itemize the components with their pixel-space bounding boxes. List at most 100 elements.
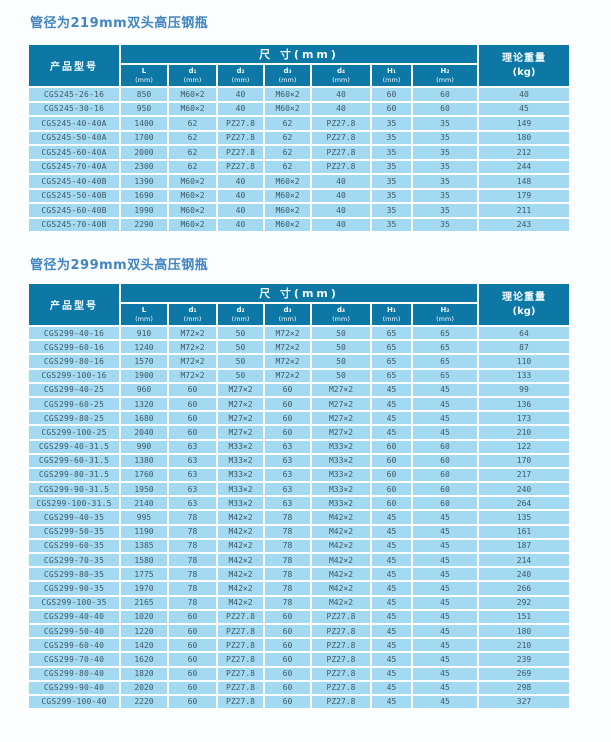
cell-value: 99 bbox=[479, 383, 569, 396]
cell-value: 2300 bbox=[121, 160, 167, 173]
cell-value: 45 bbox=[413, 554, 477, 567]
cell-value: 35 bbox=[372, 131, 411, 144]
cell-value: 1950 bbox=[121, 483, 167, 496]
column-label: d₃ bbox=[283, 306, 292, 314]
cell-model: CGS299-100-40 bbox=[29, 695, 119, 709]
cell-value: 269 bbox=[479, 667, 569, 680]
column-label: L bbox=[141, 67, 147, 75]
cell-value: M42×2 bbox=[218, 568, 263, 581]
cell-value: 239 bbox=[479, 653, 569, 666]
cell-value: M33×2 bbox=[312, 468, 370, 482]
cell-value: 63 bbox=[265, 468, 310, 482]
cell-value: 45 bbox=[372, 539, 411, 552]
column-label: d₂ bbox=[236, 67, 245, 75]
cell-value: 45 bbox=[413, 695, 477, 709]
cell-value: 45 bbox=[413, 582, 477, 595]
column-header-d₁: d₁ (mm) bbox=[169, 65, 216, 86]
cell-value: 212 bbox=[479, 146, 569, 159]
cell-value: M27×2 bbox=[312, 383, 370, 396]
cell-value: 40 bbox=[218, 175, 263, 188]
cell-value: 298 bbox=[479, 681, 569, 694]
table-row: CGS245-26-16 850 M60×2 40 M60×2 40 60 60 40 bbox=[29, 88, 569, 101]
table-row: CGS299-80-25 1680 60 M27×2 60 M27×2 45 45 173 bbox=[29, 412, 569, 425]
cell-value: 45 bbox=[413, 412, 477, 425]
cell-value: 173 bbox=[479, 412, 569, 425]
cell-value: 1970 bbox=[121, 582, 167, 595]
table-row: CGS299-80-40 1820 60 PZ27.8 60 PZ27.8 45 45 269 bbox=[29, 667, 569, 680]
cell-value: M27×2 bbox=[218, 426, 263, 439]
cell-value: 60 bbox=[372, 440, 411, 453]
cell-value: 60 bbox=[265, 681, 310, 694]
cell-value: 62 bbox=[265, 160, 310, 173]
cell-model: CGS245-40-40A bbox=[29, 117, 119, 130]
cell-value: 45 bbox=[372, 596, 411, 609]
column-header-L: L (mm) bbox=[121, 65, 167, 86]
cell-value: 60 bbox=[372, 468, 411, 482]
cell-model: CGS245-60-40A bbox=[29, 146, 119, 159]
cell-value: M42×2 bbox=[312, 525, 370, 538]
cell-value: 35 bbox=[372, 218, 411, 231]
cell-value: M72×2 bbox=[265, 341, 310, 354]
header-row-group: 产品型号尺 寸(mm) 理论重量 (kg) bbox=[29, 45, 569, 86]
column-unit: (mm) bbox=[135, 76, 153, 84]
cell-value: M33×2 bbox=[218, 440, 263, 453]
column-header-size-group: 尺 寸(mm) bbox=[121, 284, 477, 302]
cell-value: M60×2 bbox=[169, 189, 216, 202]
cell-value: M42×2 bbox=[312, 582, 370, 595]
cell-model: CGS299-90-35 bbox=[29, 582, 119, 595]
column-unit: (mm) bbox=[231, 76, 250, 84]
cell-value: 63 bbox=[265, 454, 310, 467]
cell-value: 110 bbox=[479, 355, 569, 368]
column-header-weight: 理论重量 (kg) bbox=[479, 45, 569, 86]
table-row: CGS245-40-40A 1400 62 PZ27.8 62 PZ27.8 35 35 149 bbox=[29, 117, 569, 130]
cell-value: 78 bbox=[265, 582, 310, 595]
column-header-H₁: H₁ (mm) bbox=[372, 65, 411, 86]
cell-value: 60 bbox=[372, 483, 411, 496]
cell-model: CGS299-100-35 bbox=[29, 596, 119, 609]
table-row: CGS299-100-35 2165 78 M42×2 78 M42×2 45 45 292 bbox=[29, 596, 569, 609]
cell-value: 35 bbox=[372, 189, 411, 202]
cell-model: CGS245-40-40B bbox=[29, 175, 119, 188]
cell-model: CGS299-100-25 bbox=[29, 426, 119, 439]
cell-value: M33×2 bbox=[312, 497, 370, 510]
cell-value: 45 bbox=[413, 653, 477, 666]
cell-value: 45 bbox=[413, 426, 477, 439]
cell-value: 78 bbox=[169, 511, 216, 524]
cell-value: M27×2 bbox=[218, 397, 263, 411]
cell-value: 78 bbox=[169, 582, 216, 595]
cell-value: M33×2 bbox=[312, 483, 370, 496]
table-row: CGS299-60-40 1420 60 PZ27.8 60 PZ27.8 45 45 210 bbox=[29, 639, 569, 652]
cell-value: M60×2 bbox=[265, 189, 310, 202]
cell-value: M72×2 bbox=[265, 369, 310, 382]
cell-value: 45 bbox=[372, 610, 411, 623]
cell-value: 65 bbox=[372, 327, 411, 340]
cell-value: 78 bbox=[169, 525, 216, 538]
cell-value: 45 bbox=[372, 412, 411, 425]
cell-value: 64 bbox=[479, 327, 569, 340]
column-header-size-group: 尺 寸(mm) bbox=[121, 45, 477, 63]
column-label: d₃ bbox=[283, 67, 292, 75]
column-label: H₁ bbox=[387, 67, 396, 75]
cell-value: 63 bbox=[169, 468, 216, 482]
cell-value: 78 bbox=[265, 539, 310, 552]
cell-value: 180 bbox=[479, 131, 569, 144]
cell-value: M27×2 bbox=[312, 426, 370, 439]
cell-model: CGS299-70-35 bbox=[29, 554, 119, 567]
cell-value: M60×2 bbox=[169, 218, 216, 231]
cell-value: M72×2 bbox=[169, 355, 216, 368]
table-row: CGS299-90-31.5 1950 63 M33×2 63 M33×2 60 60 240 bbox=[29, 483, 569, 496]
cell-value: 60 bbox=[265, 397, 310, 411]
cell-value: PZ27.8 bbox=[218, 117, 263, 130]
cell-value: M60×2 bbox=[265, 175, 310, 188]
table-row: CGS299-100-31.5 2140 63 M33×2 63 M33×2 60 60 264 bbox=[29, 497, 569, 510]
column-unit: (mm) bbox=[183, 315, 202, 323]
cell-model: CGS245-30-16 bbox=[29, 102, 119, 115]
column-unit: (mm) bbox=[231, 315, 250, 323]
cell-value: 45 bbox=[413, 511, 477, 524]
cell-value: 136 bbox=[479, 397, 569, 411]
cell-value: 50 bbox=[312, 327, 370, 340]
cell-value: 35 bbox=[413, 175, 477, 188]
table-row: CGS299-40-40 1020 60 PZ27.8 60 PZ27.8 45 45 151 bbox=[29, 610, 569, 623]
cell-model: CGS299-50-35 bbox=[29, 525, 119, 538]
cell-value: 45 bbox=[372, 426, 411, 439]
